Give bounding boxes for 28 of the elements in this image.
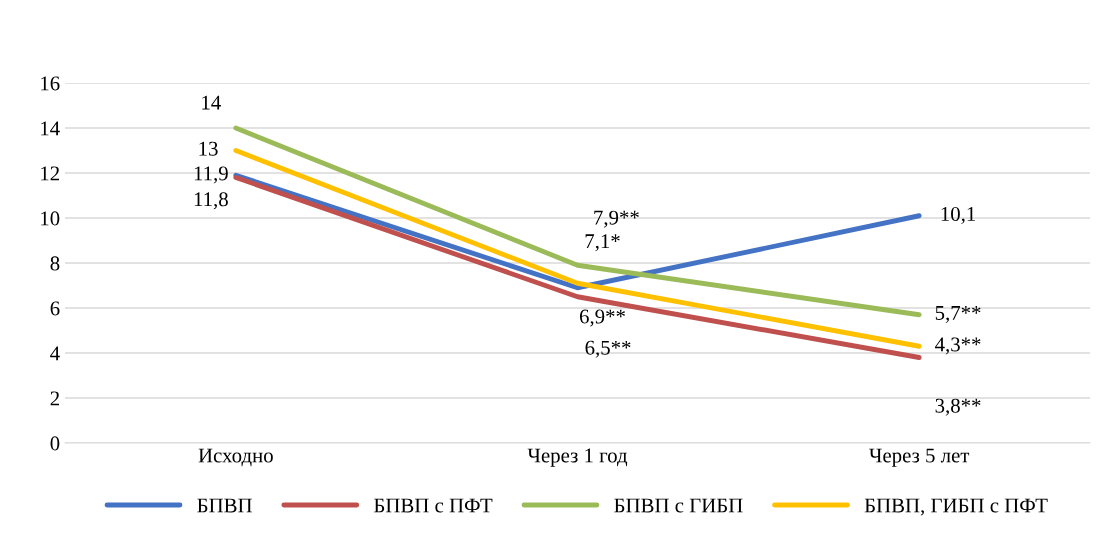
data-label: 3,8** [935, 398, 981, 416]
data-label: 7,9** [594, 210, 639, 228]
data-label: 13 [199, 141, 218, 156]
x-tick-label: Исходно [198, 448, 273, 467]
legend-label: БПВП [197, 498, 252, 513]
data-label: 6,9** [579, 309, 625, 327]
y-tick-label: 4 [50, 346, 60, 361]
y-tick-label: 8 [50, 256, 60, 271]
y-tick-label: 14 [41, 121, 60, 136]
data-label: 4,3** [935, 337, 981, 355]
y-tick-label: 12 [41, 166, 59, 181]
data-label: 6,5** [585, 340, 631, 358]
y-tick-label: 16 [41, 76, 60, 91]
y-tick-label: 6 [50, 301, 60, 316]
data-label: 11,9 [194, 166, 228, 184]
data-label: 11,8 [194, 192, 228, 210]
x-tick-label: Через 1 год [527, 448, 628, 467]
legend-label: БПВП с ПФТ [374, 498, 493, 513]
x-tick-label: Через 5 лет [869, 448, 970, 467]
y-tick-label: 0 [50, 436, 60, 451]
y-tick-label: 2 [50, 391, 59, 406]
data-label: 14 [202, 95, 221, 110]
data-label: 5,7** [935, 306, 981, 323]
legend-label: БПВП с ГИБП [614, 498, 743, 513]
data-label: 7,1* [585, 234, 620, 252]
y-tick-label: 10 [41, 211, 60, 226]
legend-label: БПВП, ГИБП с ПФТ [864, 498, 1048, 516]
data-label: 10,1 [941, 206, 976, 224]
